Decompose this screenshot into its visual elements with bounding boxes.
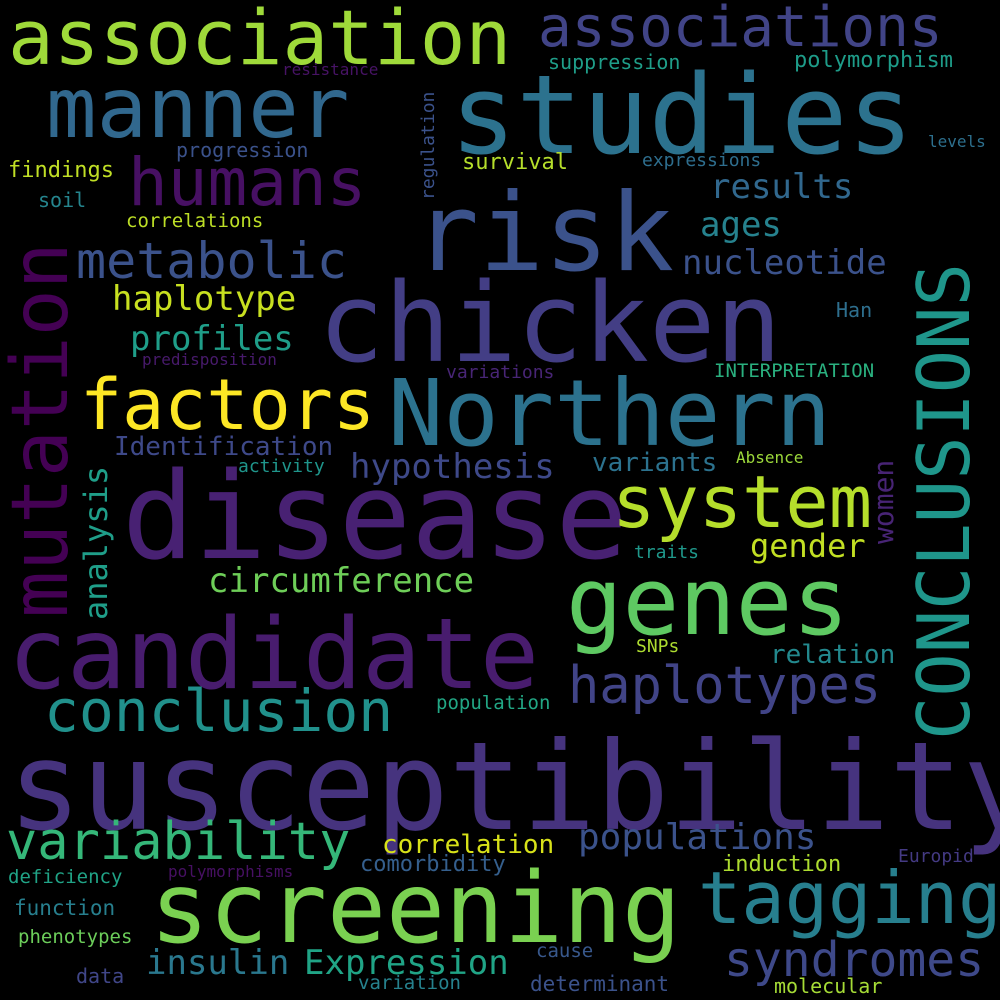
word-results: results	[710, 167, 854, 207]
word-variants: variants	[592, 448, 718, 478]
word-syndromes: syndromes	[724, 932, 985, 988]
word-tagging: tagging	[698, 856, 1000, 940]
word-regulation: regulation	[418, 91, 439, 200]
word-mutation: mutation	[0, 242, 86, 618]
word-genes: genes	[566, 548, 849, 657]
word-identification: Identification	[114, 432, 334, 462]
word-metabolic: metabolic	[76, 232, 347, 290]
word-correlation: correlation	[382, 830, 555, 860]
word-system: system	[612, 460, 873, 544]
word-polymorphism: polymorphism	[794, 48, 953, 73]
word-associations: associations	[538, 0, 943, 60]
word-populations: populations	[578, 817, 817, 858]
word-variation: variation	[358, 972, 461, 994]
word-ages: ages	[700, 205, 782, 245]
word-circumference: circumference	[208, 561, 475, 601]
word-susceptibility: susceptibility	[8, 716, 1000, 858]
word-screening: screening	[150, 852, 682, 966]
word-disease: disease	[122, 448, 628, 587]
word-candidate: candidate	[8, 598, 540, 712]
word-survival: survival	[462, 150, 568, 175]
word-expression: Expression	[304, 943, 509, 983]
word-conclusions: CONCLUSIONS	[902, 263, 986, 740]
word-europid: Europid	[898, 846, 974, 867]
word-northern: Northern	[388, 360, 832, 467]
word-interpretation: INTERPRETATION	[714, 360, 875, 382]
word-gender: gender	[750, 527, 866, 565]
word-phenotypes: phenotypes	[18, 926, 133, 948]
word-analysis: analysis	[77, 465, 115, 620]
word-activity: activity	[238, 456, 325, 477]
word-deficiency: deficiency	[8, 866, 123, 888]
word-comorbidity: comorbidity	[360, 852, 506, 877]
word-data: data	[76, 964, 125, 988]
word-insulin: insulin	[146, 943, 290, 983]
word-studies: studies	[450, 51, 914, 179]
word-determinant: determinant	[530, 972, 670, 996]
word-conclusion: conclusion	[44, 677, 394, 745]
word-progression: progression	[176, 138, 309, 162]
word-nucleotide: nucleotide	[682, 243, 887, 283]
word-relation: relation	[770, 640, 896, 670]
word-factors: factors	[80, 364, 376, 446]
word-chicken: chicken	[318, 259, 782, 387]
word-han: Han	[836, 298, 873, 322]
word-snps: SNPs	[636, 636, 680, 657]
word-traits: traits	[634, 542, 700, 563]
word-manner: manner	[46, 59, 350, 157]
word-findings: findings	[8, 158, 114, 183]
word-haplotype: haplotype	[112, 279, 297, 319]
word-profiles: profiles	[130, 319, 294, 359]
word-suppression: suppression	[548, 50, 681, 74]
word-hypothesis: hypothesis	[350, 447, 555, 487]
word-humans: humans	[128, 144, 367, 221]
word-levels: levels	[928, 132, 986, 151]
word-association: association	[8, 0, 512, 82]
word-soil: soil	[38, 188, 87, 212]
word-population: population	[436, 692, 551, 714]
word-predisposition: predisposition	[142, 350, 277, 369]
word-molecular: molecular	[774, 974, 883, 998]
word-risk: risk	[414, 171, 675, 296]
word-function: function	[14, 896, 116, 920]
word-absence: Absence	[736, 448, 804, 467]
word-haplotypes: haplotypes	[568, 656, 882, 716]
word-variations: variations	[446, 362, 555, 383]
word-resistance: resistance	[282, 60, 379, 79]
word-women: women	[867, 459, 900, 544]
word-polymorphisms: polymorphisms	[168, 862, 294, 881]
word-expressions: expressions	[642, 150, 762, 171]
word-variability: variability	[6, 812, 351, 872]
word-induction: induction	[722, 852, 842, 877]
word-cause: cause	[536, 940, 594, 962]
word-correlations: correlations	[126, 210, 264, 232]
